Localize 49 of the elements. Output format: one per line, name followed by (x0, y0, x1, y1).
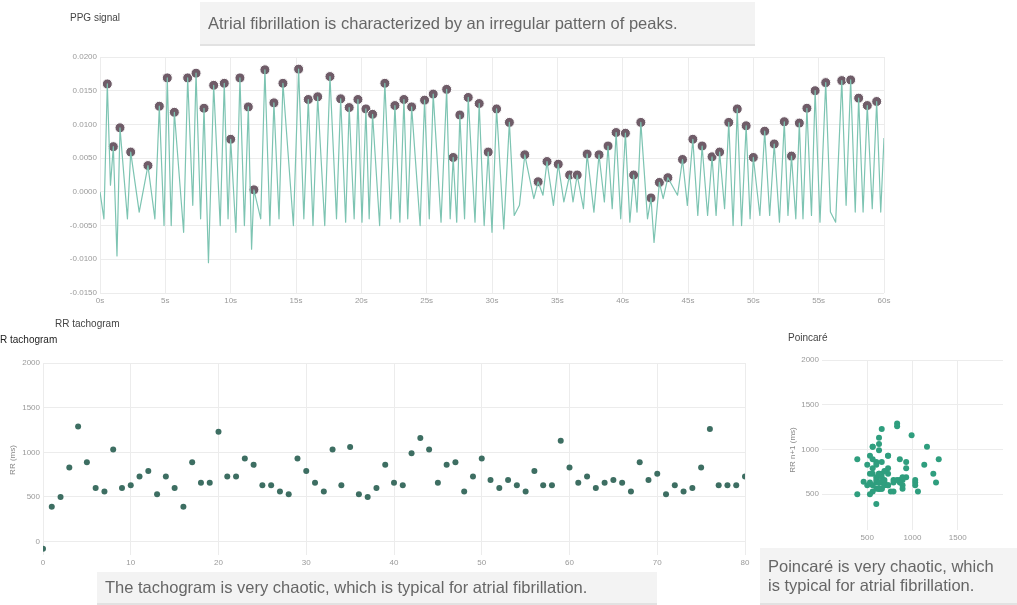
y-tick-label: -0.0050 (69, 220, 98, 230)
x-tick-label: 10s (224, 296, 238, 305)
x-tick-label: 35s (550, 296, 564, 305)
y-axis-title: RR (ms) (7, 445, 17, 475)
y-tick-label: 2000 (22, 358, 41, 368)
x-tick-label: 1500 (948, 533, 968, 542)
callout-box: Poincaré is very chaotic, which is typical for atrial fibrillation. (760, 548, 1017, 605)
x-tick-label: 1000 (903, 533, 922, 542)
y-tick-label: 1500 (22, 402, 41, 412)
chart-subtitle: R tachogram (0, 334, 58, 345)
chart-title: Poincaré (788, 332, 828, 343)
x-tick-label: 60 (565, 558, 575, 567)
x-tick-label: 20 (214, 558, 224, 567)
x-tick-label: 0s (95, 296, 105, 305)
y-tick-label: 1000 (22, 447, 41, 457)
y-axis-title: RR n+1 (ms) (787, 427, 797, 473)
x-tick-label: 50 (477, 558, 487, 567)
y-tick-label: 0.0000 (72, 187, 98, 197)
y-tick-label: 500 (805, 489, 820, 499)
x-tick-label: 15s (289, 296, 303, 305)
x-tick-label: 70 (652, 558, 663, 567)
y-tick-label: -0.0100 (69, 254, 98, 264)
x-tick-label: 20s (354, 296, 368, 305)
x-tick-label: 30 (301, 558, 312, 567)
y-tick-label: 1000 (801, 444, 820, 454)
chart-title: RR tachogram (55, 318, 120, 329)
x-tick-label: 50s (746, 296, 760, 305)
x-tick-label: 25s (420, 296, 434, 305)
x-tick-label: 40 (389, 558, 399, 567)
callout-box: The tachogram is very chaotic, which is typical for atrial fibrillation. (97, 572, 657, 605)
x-tick-label: 500 (860, 533, 875, 542)
x-tick-label: 40s (616, 296, 630, 305)
chart-title: PPG signal (70, 12, 121, 23)
y-tick-label: 0.0100 (72, 119, 98, 129)
x-tick-label: 5s (161, 296, 170, 305)
x-tick-label: 45s (681, 296, 695, 305)
y-tick-label: 1500 (801, 399, 820, 409)
y-tick-label: -0.0150 (69, 288, 98, 298)
callout-box: Atrial fibrillation is characterized by an irregular pattern of peaks. (200, 2, 755, 46)
x-tick-label: 10 (126, 558, 136, 567)
y-tick-label: 2000 (801, 355, 820, 365)
y-tick-label: 0.0150 (72, 85, 98, 95)
x-tick-label: 60s (877, 296, 891, 305)
x-tick-label: 55s (812, 296, 826, 305)
x-tick-label: 30s (485, 296, 499, 305)
y-tick-label: 0.0200 (72, 52, 98, 62)
y-tick-label: 500 (26, 492, 41, 502)
y-tick-label: 0.0050 (72, 153, 98, 163)
x-tick-label: 80 (740, 558, 750, 567)
